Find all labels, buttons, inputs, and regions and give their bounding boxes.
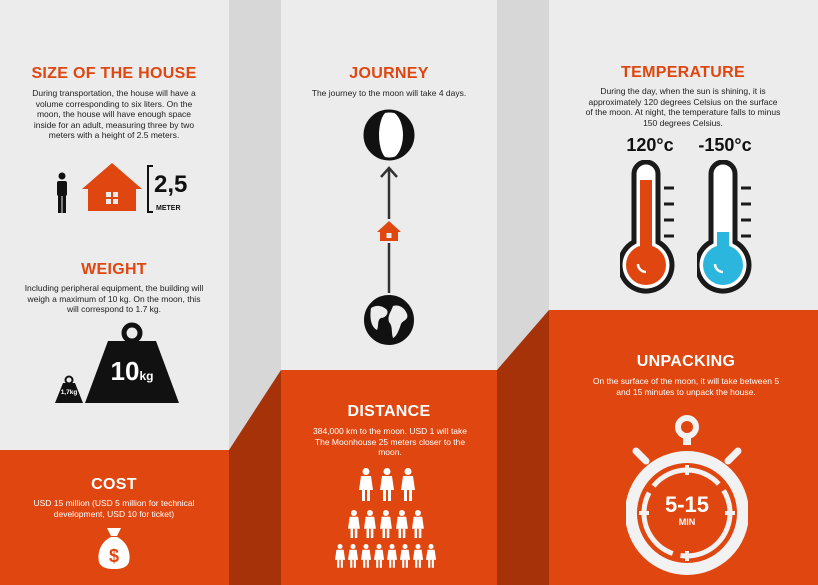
people-pyramid <box>335 468 437 568</box>
big-weight-unit: kg <box>139 369 154 383</box>
svg-text:$: $ <box>109 546 119 566</box>
right-panel <box>549 0 818 310</box>
weight-text: Including peripheral equipment, the buil… <box>24 283 204 314</box>
big-weight-value: 10 <box>110 356 140 386</box>
person-icon <box>57 172 67 213</box>
person-figure <box>359 468 373 501</box>
unpacking-title: UNPACKING <box>636 353 736 370</box>
temperature-title: TEMPERATURE <box>621 64 745 81</box>
house-height-value: 2,5 <box>154 171 188 198</box>
size-house-text: During transportation, the house will ha… <box>32 88 196 140</box>
unpacking-unit: MIN <box>678 517 696 527</box>
temperature-text: During the day, when the sun is shining,… <box>585 86 781 128</box>
small-weight-label: 1,7kg <box>60 389 78 396</box>
hot-thermometer-icon <box>620 160 675 294</box>
journey-text: The journey to the moon will take 4 days… <box>311 88 467 98</box>
cost-text: USD 15 million (USD 5 million for techni… <box>33 498 195 519</box>
weight-title: WEIGHT <box>81 261 147 278</box>
cold-thermometer-icon <box>697 160 752 294</box>
house-icon <box>82 163 142 211</box>
cold-temperature-label: -150°c <box>698 135 752 155</box>
person-figure <box>401 468 415 501</box>
hot-temperature-label: 120°c <box>626 135 674 155</box>
big-weight-icon <box>85 322 179 403</box>
person-figure <box>380 468 394 501</box>
distance-title: DISTANCE <box>347 403 431 420</box>
cost-title: COST <box>91 476 137 493</box>
moon-icon <box>363 109 415 161</box>
height-bracket-icon <box>147 165 153 213</box>
stopwatch-icon <box>626 415 748 575</box>
unpacking-text: On the surface of the moon, it will take… <box>592 376 780 397</box>
journey-title: JOURNEY <box>349 65 429 82</box>
big-weight-label: 10kg <box>84 356 180 387</box>
small-weight-icon <box>55 375 83 403</box>
unpacking-range: 5-15 <box>664 492 710 517</box>
money-bag-icon: $ <box>98 528 130 569</box>
size-house-title: SIZE OF THE HOUSE <box>31 65 197 82</box>
house-height-unit: METER <box>156 205 181 212</box>
earth-icon <box>364 295 414 345</box>
small-house-icon <box>376 219 402 243</box>
distance-text: 384,000 km to the moon. USD 1 will take … <box>312 426 468 457</box>
